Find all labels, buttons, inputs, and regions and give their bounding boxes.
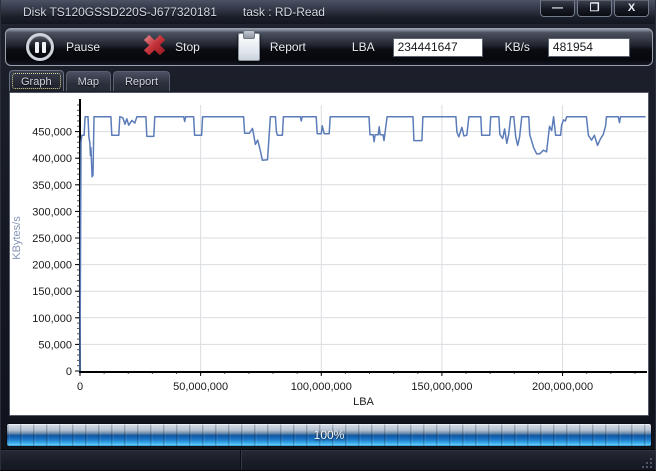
pause-button[interactable]: Pause [6, 33, 100, 61]
svg-text:200,000,000: 200,000,000 [532, 381, 593, 393]
svg-text:50,000,000: 50,000,000 [173, 381, 228, 393]
svg-text:0: 0 [77, 381, 83, 393]
toolbar: Pause ✖ Stop Report LBA KB/s [5, 28, 653, 66]
svg-text:400,000: 400,000 [32, 153, 72, 165]
lba-group: LBA [351, 37, 483, 57]
svg-text:50,000: 50,000 [38, 339, 72, 351]
maximize-icon: ❒ [589, 2, 600, 14]
tab-graph[interactable]: Graph [9, 70, 64, 91]
stop-button-label: Stop [175, 40, 200, 54]
svg-text:300,000: 300,000 [32, 206, 72, 218]
lba-input[interactable] [392, 37, 483, 57]
tab-graph-label: Graph [21, 76, 52, 88]
svg-text:450,000: 450,000 [32, 127, 72, 139]
task-label: task : RD-Read [242, 5, 325, 19]
kbs-label: KB/s [504, 40, 530, 54]
minimize-icon: — [552, 2, 563, 14]
close-icon: X [627, 2, 636, 14]
svg-text:KBytes/s: KBytes/s [11, 216, 23, 260]
stop-button[interactable]: ✖ Stop [100, 32, 200, 62]
window-controls: — ❒ X [540, 0, 649, 17]
resize-grip[interactable] [641, 457, 652, 468]
pause-button-label: Pause [66, 40, 101, 54]
progress-bar: 100% [6, 423, 652, 447]
svg-text:100,000,000: 100,000,000 [291, 381, 352, 393]
stop-icon: ✖ [142, 30, 168, 63]
titlebar: Disk TS120GSSD220S-J677320181 task : RD-… [1, 0, 655, 24]
svg-text:200,000: 200,000 [32, 260, 72, 272]
tab-map[interactable]: Map [65, 71, 111, 91]
tab-report[interactable]: Report [112, 71, 171, 91]
tab-report-label: Report [124, 76, 159, 88]
tab-map-label: Map [77, 76, 99, 88]
report-button[interactable]: Report [200, 33, 306, 61]
pause-icon [26, 33, 54, 61]
svg-text:100,000: 100,000 [32, 313, 72, 325]
chart-panel: 0 50,000 100,000 150,000 200,000 250,000 300,0… [9, 92, 649, 416]
kbs-input[interactable] [547, 37, 630, 57]
clipboard-icon [237, 33, 260, 61]
kbs-group: KB/s [504, 37, 630, 57]
status-pane-left [1, 450, 241, 470]
lba-label: LBA [351, 40, 375, 54]
window-title: Disk TS120GSSD220S-J677320181 [23, 5, 217, 19]
svg-text:LBA: LBA [353, 396, 374, 408]
svg-text:250,000: 250,000 [32, 233, 72, 245]
maximize-button[interactable]: ❒ [577, 0, 612, 17]
tab-bar: Graph Map Report [1, 68, 655, 91]
speed-line-chart: 0 50,000 100,000 150,000 200,000 250,000 300,0… [11, 99, 647, 408]
svg-text:0: 0 [66, 366, 72, 378]
report-button-label: Report [269, 40, 306, 54]
svg-text:350,000: 350,000 [32, 180, 72, 192]
status-pane-right [241, 450, 655, 470]
progress-label: 100% [313, 428, 345, 442]
svg-text:150,000,000: 150,000,000 [411, 381, 472, 393]
minimize-button[interactable]: — [540, 0, 575, 17]
close-button[interactable]: X [614, 0, 649, 17]
svg-text:150,000: 150,000 [32, 286, 72, 298]
status-bar [1, 449, 655, 470]
